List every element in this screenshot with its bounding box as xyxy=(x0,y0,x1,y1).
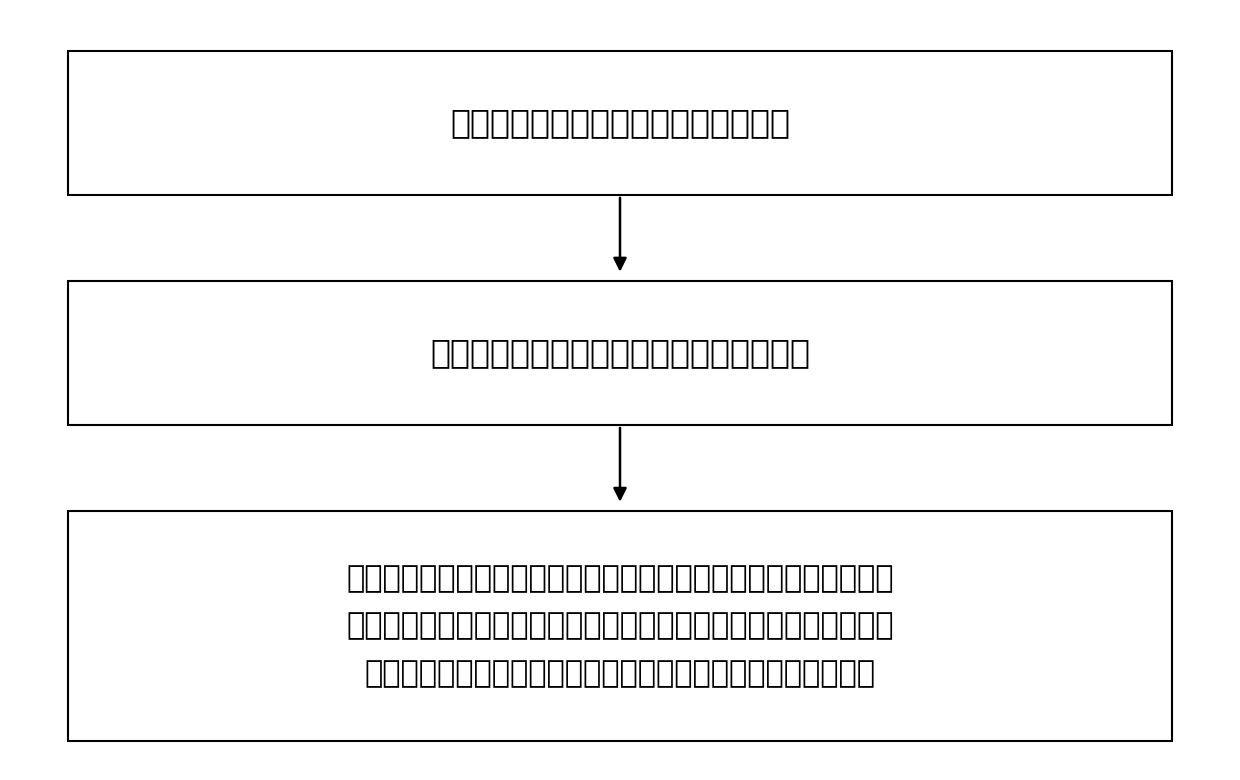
Bar xyxy=(68,51,1172,195)
Bar xyxy=(68,511,1172,741)
Text: 若初步及辅助判断北向接口的运行状态结果相同，则直接判断北向接
口的运行状态与初步及辅助判断的结果一致；若初步及辅助判断北向
接口的运行状态结果不同，则最终判断北: 若初步及辅助判断北向接口的运行状态结果相同，则直接判断北向接 口的运行状态与初步… xyxy=(346,564,894,688)
Text: 在进程监控层辅助判断北向接口的运行状态: 在进程监控层辅助判断北向接口的运行状态 xyxy=(430,336,810,370)
Text: 在适配层初步判断北向接口的运行状态: 在适配层初步判断北向接口的运行状态 xyxy=(450,106,790,140)
Bar xyxy=(68,281,1172,425)
